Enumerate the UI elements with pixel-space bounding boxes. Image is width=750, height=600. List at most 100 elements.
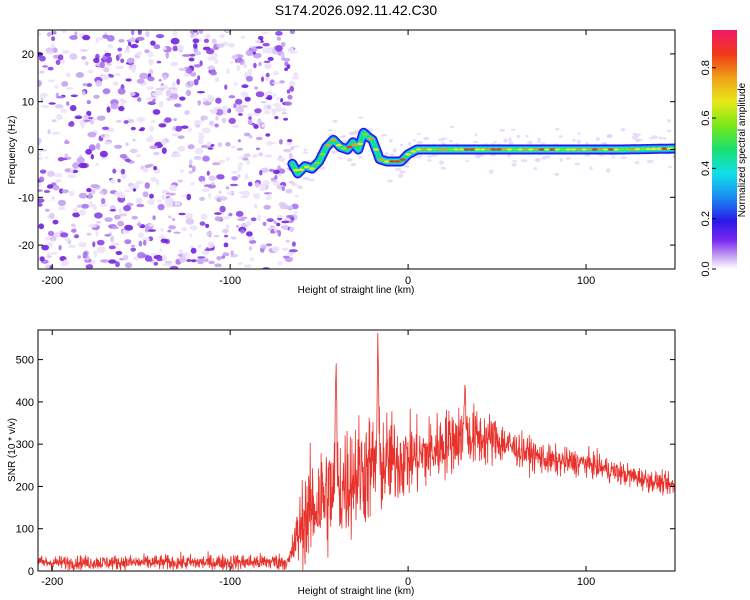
ridge-peak [506, 148, 513, 151]
snr-frame [37, 329, 676, 572]
ridge-peak [415, 148, 422, 151]
spectrogram-ridge [287, 127, 675, 179]
ridge-peak [442, 148, 449, 151]
y-tick-label: 300 [16, 439, 34, 451]
ridge-peak [645, 147, 652, 151]
y-tick-label: 20 [22, 49, 34, 61]
y-tick-label: -20 [18, 240, 34, 252]
ridge-peak [624, 148, 630, 151]
colorbar-tick-label: 0.6 [700, 110, 712, 125]
x-tick-label: 0 [405, 275, 411, 287]
ridge-peak [511, 148, 518, 151]
ridge-peak [362, 133, 369, 136]
x-tick-label: 100 [577, 275, 595, 287]
spectrogram-x-label: Height of straight line (km) [298, 285, 415, 296]
snr-y-label: SNR (10 * v/v) [7, 418, 18, 482]
ridge-peak [597, 148, 604, 151]
ridge-peak [559, 148, 566, 151]
y-tick-label: -10 [18, 192, 34, 204]
ridge-peak [517, 148, 524, 151]
ridge-peak [373, 148, 380, 151]
ridge-peak [533, 148, 540, 151]
y-tick-label: 0 [28, 145, 34, 157]
ridge-peak [490, 148, 497, 151]
ridge-peak [394, 160, 401, 163]
colorbar-ticks: 0.0 0.2 0.4 0.6 0.8 [700, 60, 716, 277]
ridge-peak [634, 147, 641, 151]
ridge-peak [447, 148, 454, 151]
ridge-peak [405, 153, 412, 156]
ridge-peak [527, 148, 534, 151]
ridge-peak [522, 148, 529, 151]
snr-series-line [38, 332, 675, 571]
colorbar: 0.0 0.2 0.4 0.6 0.8 Normalized spectral ampl… [700, 30, 748, 277]
ridge-peak [495, 148, 502, 151]
ridge-peak [602, 148, 609, 151]
ridge-peak [389, 160, 396, 163]
colorbar-tick-label: 0.8 [700, 60, 712, 75]
ridge-peak [543, 148, 550, 151]
ridge-peak [341, 147, 347, 150]
colorbar-tick-label: 0.2 [700, 211, 712, 226]
ridge-peak [367, 137, 374, 140]
ridge-peak [554, 148, 561, 151]
y-tick-label: 200 [16, 481, 34, 493]
ridge-peak [479, 148, 486, 151]
ridge-peak [591, 148, 598, 151]
y-tick-label: 100 [16, 524, 34, 536]
ridge-peak [325, 144, 331, 147]
ridge-peak [410, 150, 417, 153]
ridge-peak [421, 148, 428, 151]
ridge-peak [661, 147, 668, 150]
ridge-peak [314, 161, 321, 165]
spectrogram-y-label: Frequency (Hz) [7, 116, 18, 185]
y-tick-label: 500 [16, 355, 34, 367]
ridge-peak [618, 148, 625, 151]
ridge-peak [378, 158, 385, 161]
ridge-peak [565, 148, 572, 151]
colorbar-label: Normalized spectral amplitude [737, 82, 748, 217]
colorbar-gradient [712, 30, 737, 269]
spectrogram-noise [38, 30, 675, 269]
ridge-peak [538, 148, 545, 151]
ridge-peak [656, 147, 662, 151]
ridge-peak [431, 148, 438, 151]
y-tick-label: 10 [22, 97, 34, 109]
ridge-peak [351, 143, 358, 146]
ridge-peak [330, 138, 337, 142]
ridge-peak [383, 160, 390, 163]
ridge-peak [607, 148, 614, 151]
y-tick-label: 0 [28, 566, 34, 578]
ridge-peak [453, 148, 460, 151]
ridge-peak [613, 148, 620, 151]
ridge-peak [437, 148, 444, 151]
x-tick-label: -100 [219, 275, 241, 287]
ridge-peak [319, 153, 326, 156]
ridge-peak [586, 148, 593, 151]
ridge-peak [357, 142, 364, 146]
ridge-peak [298, 168, 305, 172]
ridge-peak [629, 148, 636, 151]
ridge-peak [346, 145, 353, 149]
ridge-peak [463, 148, 470, 151]
x-tick-label: 0 [405, 576, 411, 588]
ridge-peak [581, 148, 588, 151]
colorbar-tick-label: 0.0 [700, 261, 712, 276]
ridge-peak [309, 167, 315, 170]
x-tick-label: 100 [577, 576, 595, 588]
snr-ticks: -200 -100 0 100 0 100 200 300 400 500 [16, 330, 675, 588]
ridge-peak [485, 148, 492, 151]
ridge-peak [426, 148, 433, 151]
ridge-peak [640, 147, 646, 151]
ridge-peak [575, 148, 582, 151]
ridge-peak [458, 148, 465, 151]
ridge-peak [293, 168, 299, 172]
snr-plot-area [38, 330, 675, 571]
ridge-peak [501, 148, 508, 151]
ridge-peak [650, 147, 657, 151]
y-tick-label: 400 [16, 397, 34, 409]
ridge-peak [469, 148, 476, 151]
